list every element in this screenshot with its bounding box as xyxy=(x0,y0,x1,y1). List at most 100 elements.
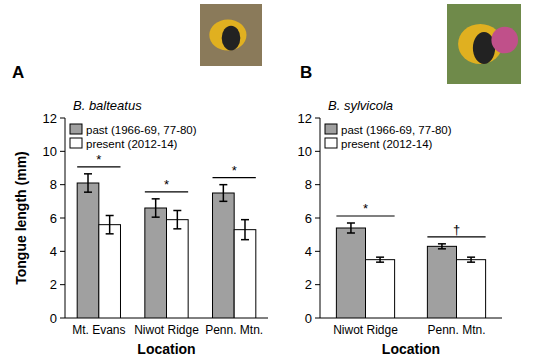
photo-bg xyxy=(200,4,262,66)
y-tick xyxy=(315,151,320,152)
error-stem xyxy=(109,216,111,234)
error-cap xyxy=(438,248,446,250)
error-stem xyxy=(350,223,352,233)
y-tick-label: 6 xyxy=(305,211,312,226)
bar xyxy=(167,220,189,318)
error-bar xyxy=(467,257,475,262)
y-tick xyxy=(315,218,320,219)
y-tick-label: 4 xyxy=(50,244,57,259)
error-cap xyxy=(347,222,355,224)
y-tick xyxy=(60,251,65,252)
error-cap xyxy=(376,256,384,258)
y-tick xyxy=(60,284,65,285)
error-bar xyxy=(438,244,446,249)
title: B. sylvicola xyxy=(328,98,393,113)
x-tick-label: Niwot Ridge xyxy=(134,323,199,337)
error-bar xyxy=(84,174,92,192)
bar xyxy=(427,246,456,318)
y-tick-label: 10 xyxy=(43,144,57,159)
y-tick-label: 12 xyxy=(298,111,312,126)
panel-letter: A xyxy=(12,63,24,82)
error-stem xyxy=(244,220,246,240)
photo-bee xyxy=(209,20,246,51)
x-tick-label: Penn. Mtn. xyxy=(427,323,485,337)
significance: † xyxy=(453,222,460,237)
significance: * xyxy=(164,177,169,192)
error-stem xyxy=(155,199,157,217)
error-bar xyxy=(152,199,160,217)
error-cap xyxy=(467,256,475,258)
y-label: Tongue length (mm) xyxy=(13,151,29,285)
legend-label: present (2012-14) xyxy=(341,138,433,150)
significance: * xyxy=(363,201,368,216)
y-tick xyxy=(315,118,320,119)
y-tick-label: 10 xyxy=(298,144,312,159)
photo-bg xyxy=(447,4,521,84)
y-tick-label: 8 xyxy=(305,177,312,192)
error-cap xyxy=(347,232,355,234)
x-tick-label: Penn. Mtn. xyxy=(205,323,263,337)
plot-marks xyxy=(77,174,256,318)
bar xyxy=(145,208,167,318)
error-bar xyxy=(347,223,355,233)
error-cap xyxy=(84,173,92,175)
error-bar xyxy=(376,257,384,262)
error-bar xyxy=(106,216,114,234)
y-tick xyxy=(315,284,320,285)
error-bar xyxy=(173,211,181,229)
error-cap xyxy=(241,219,249,221)
y-tick xyxy=(60,184,65,185)
bar xyxy=(457,260,486,318)
significance: * xyxy=(232,163,237,178)
legend-label: present (2012-14) xyxy=(86,138,178,150)
error-bar xyxy=(241,220,249,240)
plot-marks xyxy=(336,223,485,318)
error-cap xyxy=(438,243,446,245)
y-tick-label: 6 xyxy=(50,211,57,226)
y-tick-label: 8 xyxy=(50,177,57,192)
error-cap xyxy=(241,239,249,241)
legend-swatch xyxy=(325,124,337,134)
bar xyxy=(77,183,99,318)
significance: * xyxy=(96,152,101,167)
photo-bee-band xyxy=(222,26,241,51)
y-tick-label: 2 xyxy=(50,277,57,292)
y-tick xyxy=(315,251,320,252)
y-tick xyxy=(60,218,65,219)
error-cap xyxy=(152,216,160,218)
error-cap xyxy=(219,184,227,186)
legend-swatch xyxy=(325,138,337,148)
legend-label: past (1966-69, 77-80) xyxy=(86,124,197,136)
y-tick xyxy=(60,118,65,119)
x-label: Location xyxy=(382,341,440,357)
bar xyxy=(99,225,121,318)
panel-letter: B xyxy=(300,63,312,82)
photo xyxy=(200,4,262,66)
x-tick-label: Mt. Evans xyxy=(72,323,125,337)
error-stem xyxy=(87,174,89,192)
error-cap xyxy=(173,228,181,230)
figure: AB. balteatus024681012Tongue length (mm)… xyxy=(0,0,554,361)
x-tick-label: Niwot Ridge xyxy=(333,323,398,337)
error-cap xyxy=(106,215,114,217)
y-tick xyxy=(60,318,65,319)
y-tick xyxy=(315,318,320,319)
photo-flower xyxy=(491,27,518,54)
legend-swatch xyxy=(70,138,82,148)
error-cap xyxy=(152,198,160,200)
photo xyxy=(447,4,521,84)
bar xyxy=(336,228,365,318)
bar xyxy=(213,193,235,318)
error-cap xyxy=(84,191,92,193)
error-cap xyxy=(467,261,475,263)
photo-bee-band xyxy=(473,32,495,64)
legend-swatch xyxy=(70,124,82,134)
y-tick-label: 0 xyxy=(50,311,57,326)
x-label: Location xyxy=(137,341,195,357)
y-tick-label: 4 xyxy=(305,244,312,259)
y-tick xyxy=(315,184,320,185)
y-tick-label: 0 xyxy=(305,311,312,326)
y-tick xyxy=(60,151,65,152)
error-cap xyxy=(376,261,384,263)
error-bar xyxy=(219,185,227,202)
